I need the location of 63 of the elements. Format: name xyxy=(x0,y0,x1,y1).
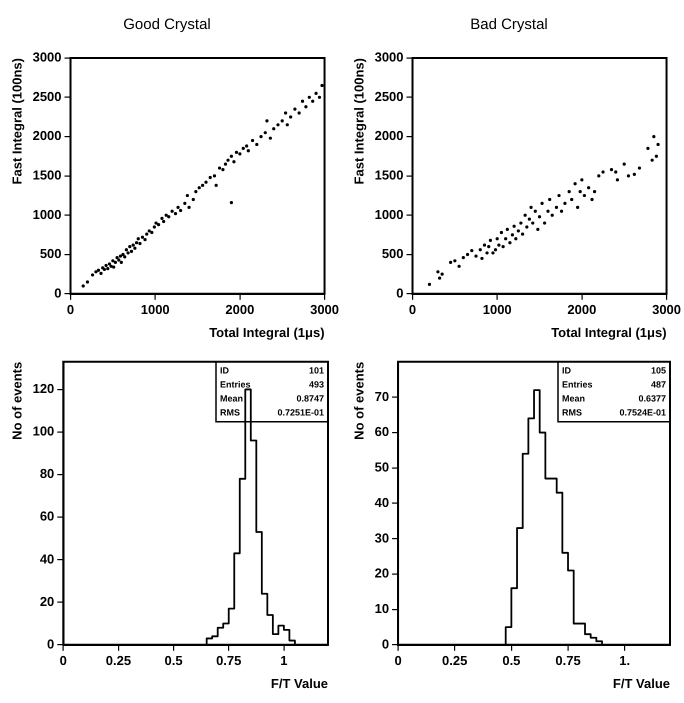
y-tick-label: 1000 xyxy=(32,206,62,222)
x-tick-label: 1. xyxy=(619,653,630,668)
y-tick-label: 2500 xyxy=(32,88,62,104)
y-axis-title: No of events xyxy=(351,362,366,440)
text: RMS 0.7524E-01 xyxy=(562,407,666,418)
y-axis-title: Fast Integral (100ns) xyxy=(9,58,24,184)
y-tick-label: 50 xyxy=(374,460,390,475)
text: ID 105 xyxy=(562,365,666,376)
y-tick-label: 20 xyxy=(374,566,390,581)
x-tick-label: 2000 xyxy=(567,302,596,318)
x-tick-label: 0.25 xyxy=(442,653,468,668)
y-tick-label: 0 xyxy=(47,636,54,652)
text: Entries 487 xyxy=(562,379,666,390)
y-tick-label: 0 xyxy=(396,285,404,300)
y-tick-label: 500 xyxy=(40,246,62,262)
x-axis-title: Total Integral (1μs) xyxy=(209,324,325,340)
chart-title: Bad Crystal xyxy=(470,16,548,34)
text: RMS 0.7251E-01 xyxy=(220,407,324,418)
x-tick-label: 0 xyxy=(66,302,74,318)
chart-title: Good Crystal xyxy=(123,16,211,34)
y-tick-label: 2000 xyxy=(32,128,62,144)
x-tick-label: 1 xyxy=(280,653,288,668)
x-tick-label: 2000 xyxy=(225,302,254,318)
x-tick-label: 3000 xyxy=(652,302,681,318)
y-tick-label: 500 xyxy=(382,246,404,262)
x-tick-label: 0.75 xyxy=(216,653,242,668)
y-tick-label: 70 xyxy=(374,388,390,404)
text: Mean 0.8747 xyxy=(220,393,324,404)
y-tick-label: 0 xyxy=(382,636,390,652)
y-tick-label: 40 xyxy=(374,494,390,510)
text: Entries 493 xyxy=(220,379,324,390)
x-tick-label: 0 xyxy=(408,302,416,318)
x-tick-label: 1000 xyxy=(140,302,170,318)
y-tick-label: 10 xyxy=(374,601,390,616)
y-tick-label: 60 xyxy=(374,424,390,440)
y-tick-label: 100 xyxy=(32,424,54,439)
y-tick-label: 20 xyxy=(40,594,54,609)
y-tick-label: 0 xyxy=(54,285,62,300)
y-tick-label: 1500 xyxy=(374,167,404,182)
x-tick-label: 0.75 xyxy=(555,653,581,668)
y-tick-label: 1500 xyxy=(32,167,62,182)
x-tick-label: 1000 xyxy=(482,302,512,318)
y-tick-label: 2000 xyxy=(374,128,404,144)
y-tick-label: 80 xyxy=(40,466,54,482)
x-axis-title: F/T Value xyxy=(270,676,328,691)
x-tick-label: 0.5 xyxy=(502,653,520,668)
y-tick-label: 1000 xyxy=(374,206,404,222)
y-tick-label: 30 xyxy=(374,530,390,546)
text: ID 101 xyxy=(220,365,324,376)
x-axis-title: Total Integral (1μs) xyxy=(551,324,667,340)
y-tick-label: 2500 xyxy=(374,88,404,104)
text: Mean 0.6377 xyxy=(562,393,666,404)
y-tick-label: 60 xyxy=(40,508,54,524)
x-axis-title: F/T Value xyxy=(612,676,670,691)
y-tick-label: 120 xyxy=(32,381,54,396)
y-axis-title: Fast Integral (100ns) xyxy=(351,58,366,184)
y-axis-title: No of events xyxy=(9,362,24,440)
x-tick-label: 3000 xyxy=(310,302,339,318)
x-tick-label: 0.25 xyxy=(106,653,132,668)
x-tick-label: 0.5 xyxy=(164,653,183,668)
y-tick-label: 3000 xyxy=(32,50,62,65)
y-tick-label: 3000 xyxy=(374,50,404,65)
y-tick-label: 40 xyxy=(40,551,54,566)
